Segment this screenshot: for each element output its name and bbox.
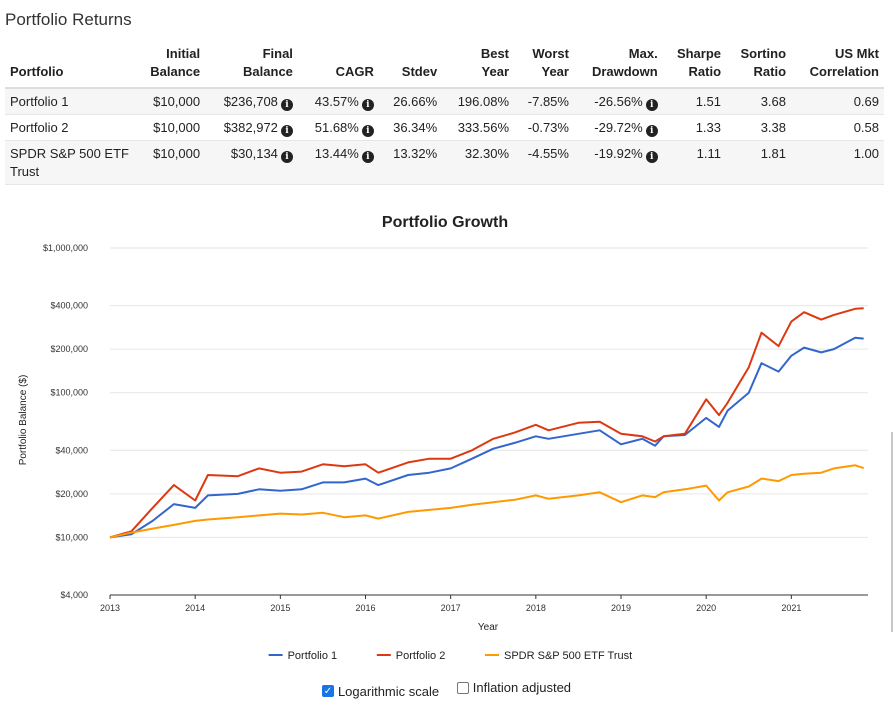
legend-item: SPDR S&P 500 ETF Trust bbox=[504, 650, 632, 662]
y-axis-label: Portfolio Balance ($) bbox=[18, 375, 29, 466]
info-circle-icon[interactable]: i bbox=[280, 99, 293, 111]
col-sharpe-ratio: Sharpe Ratio bbox=[662, 42, 727, 89]
info-circle-icon[interactable]: i bbox=[280, 151, 293, 163]
col-max-drawdown: Max. Drawdown bbox=[573, 42, 663, 89]
table-row: SPDR S&P 500 ETF Trust $10,000 $30,134 i … bbox=[5, 140, 884, 185]
y-tick-label: $1,000,000 bbox=[43, 243, 88, 253]
legend-item: Portfolio 1 bbox=[288, 650, 338, 662]
y-tick-label: $200,000 bbox=[50, 344, 88, 354]
cell-sortino-ratio: 1.81 bbox=[726, 140, 792, 185]
series-line-2 bbox=[109, 307, 864, 539]
chart-options: ✓ Logarithmic scale Inflation adjusted bbox=[0, 680, 893, 699]
cell-final-balance: $382,972 i bbox=[205, 114, 298, 141]
chart-grid bbox=[110, 247, 868, 596]
inflation-adjusted-checkbox[interactable] bbox=[456, 681, 469, 694]
cell-final-balance: $236,708 i bbox=[205, 88, 298, 115]
info-circle-icon[interactable]: i bbox=[645, 151, 658, 163]
portfolio-growth-chart: Portfolio Growth $1,000,000 $400,000 $200,… bbox=[18, 214, 868, 662]
inflation-adjusted-option[interactable]: Inflation adjusted bbox=[456, 680, 572, 695]
col-best-year: Best Year bbox=[442, 42, 515, 89]
cell-sortino-ratio: 3.68 bbox=[726, 88, 792, 115]
x-tick-label: 2015 bbox=[270, 603, 290, 613]
x-tick-label: 2013 bbox=[100, 603, 120, 613]
y-tick-label: $400,000 bbox=[50, 301, 88, 311]
cell-cagr: 51.68% i bbox=[297, 114, 379, 141]
log-scale-checkbox[interactable]: ✓ bbox=[321, 685, 334, 697]
page-title: Portfolio Returns bbox=[5, 10, 132, 29]
x-tick-label: 2020 bbox=[696, 603, 716, 613]
table-row: Portfolio 2 $10,000 $382,972 i 51.68% i 36… bbox=[5, 114, 884, 141]
cell-max-drawdown: -19.92% i bbox=[573, 140, 663, 185]
info-circle-icon[interactable]: i bbox=[361, 151, 374, 163]
cell-sharpe-ratio: 1.51 bbox=[662, 88, 727, 115]
cell-portfolio: SPDR S&P 500 ETF Trust bbox=[5, 140, 135, 185]
col-final-balance: Final Balance bbox=[205, 42, 298, 89]
cell-sharpe-ratio: 1.33 bbox=[662, 114, 727, 141]
info-circle-icon[interactable]: i bbox=[645, 99, 658, 111]
cell-best-year: 32.30% bbox=[442, 140, 515, 185]
series-line-1 bbox=[109, 336, 864, 539]
cell-initial-balance: $10,000 bbox=[135, 88, 206, 115]
y-tick-label: $20,000 bbox=[55, 489, 88, 499]
col-worst-year: Worst Year bbox=[514, 42, 574, 89]
x-tick-label: 2017 bbox=[441, 603, 461, 613]
inflation-adjusted-label: Inflation adjusted bbox=[472, 680, 572, 695]
cell-stdev: 13.32% bbox=[378, 140, 443, 185]
info-circle-icon[interactable]: i bbox=[361, 99, 374, 111]
cell-us-mkt-correlation: 0.69 bbox=[791, 88, 884, 115]
cell-us-mkt-correlation: 0.58 bbox=[791, 114, 884, 141]
cell-worst-year: -4.55% bbox=[514, 140, 574, 185]
col-sortino-ratio: Sortino Ratio bbox=[726, 42, 792, 89]
info-circle-icon[interactable]: i bbox=[645, 125, 658, 137]
y-tick-label: $4,000 bbox=[60, 590, 88, 600]
y-tick-label: $10,000 bbox=[55, 532, 88, 542]
col-portfolio: Portfolio bbox=[5, 42, 135, 89]
cell-max-drawdown: -26.56% i bbox=[573, 88, 663, 115]
chart-series bbox=[109, 307, 865, 539]
x-axis-label: Year bbox=[478, 622, 499, 633]
y-tick-label: $40,000 bbox=[55, 445, 88, 455]
cell-stdev: 36.34% bbox=[378, 114, 443, 141]
chart-legend: Portfolio 1 Portfolio 2 SPDR S&P 500 ETF T… bbox=[268, 650, 632, 662]
cell-max-drawdown: -29.72% i bbox=[573, 114, 663, 141]
info-circle-icon[interactable]: i bbox=[280, 125, 293, 137]
col-initial-balance: Initial Balance bbox=[135, 42, 206, 89]
log-scale-label: Logarithmic scale bbox=[337, 683, 440, 699]
col-us-mkt-correlation: US Mkt Correlation bbox=[791, 42, 884, 89]
y-tick-label: $100,000 bbox=[50, 388, 88, 398]
legend-item: Portfolio 2 bbox=[396, 650, 446, 662]
cell-initial-balance: $10,000 bbox=[135, 140, 206, 185]
series-line-3 bbox=[109, 464, 865, 539]
scrollbar[interactable] bbox=[891, 432, 893, 632]
x-tick-label: 2014 bbox=[185, 603, 205, 613]
col-cagr: CAGR bbox=[297, 42, 379, 89]
cell-us-mkt-correlation: 1.00 bbox=[791, 140, 884, 185]
cell-cagr: 13.44% i bbox=[297, 140, 379, 185]
x-tick-label: 2019 bbox=[611, 603, 631, 613]
cell-sharpe-ratio: 1.11 bbox=[662, 140, 727, 185]
cell-portfolio: Portfolio 2 bbox=[5, 114, 135, 141]
y-axis-ticks: $1,000,000 $400,000 $200,000 $100,000 $40,00… bbox=[43, 243, 88, 600]
cell-cagr: 43.57% i bbox=[297, 88, 379, 115]
log-scale-option[interactable]: ✓ Logarithmic scale bbox=[321, 683, 440, 699]
x-tick-label: 2016 bbox=[355, 603, 375, 613]
cell-sortino-ratio: 3.38 bbox=[726, 114, 792, 141]
info-circle-icon[interactable]: i bbox=[361, 125, 374, 137]
cell-best-year: 333.56% bbox=[442, 114, 515, 141]
cell-best-year: 196.08% bbox=[442, 88, 515, 115]
portfolio-returns-table: Portfolio Initial Balance Final Balance CA… bbox=[5, 42, 884, 185]
chart-title: Portfolio Growth bbox=[382, 214, 508, 231]
cell-portfolio: Portfolio 1 bbox=[5, 88, 135, 115]
cell-stdev: 26.66% bbox=[378, 88, 443, 115]
col-stdev: Stdev bbox=[378, 42, 443, 89]
cell-worst-year: -0.73% bbox=[514, 114, 574, 141]
table-header-row: Portfolio Initial Balance Final Balance CA… bbox=[5, 42, 884, 89]
x-tick-label: 2018 bbox=[526, 603, 546, 613]
cell-initial-balance: $10,000 bbox=[135, 114, 206, 141]
cell-worst-year: -7.85% bbox=[514, 88, 574, 115]
cell-final-balance: $30,134 i bbox=[205, 140, 298, 185]
table-row: Portfolio 1 $10,000 $236,708 i 43.57% i 26… bbox=[5, 88, 884, 115]
x-tick-label: 2021 bbox=[781, 603, 801, 613]
x-axis-ticks: 2013 2014 2015 2016 2017 2018 2019 2020 2021 bbox=[100, 595, 801, 613]
